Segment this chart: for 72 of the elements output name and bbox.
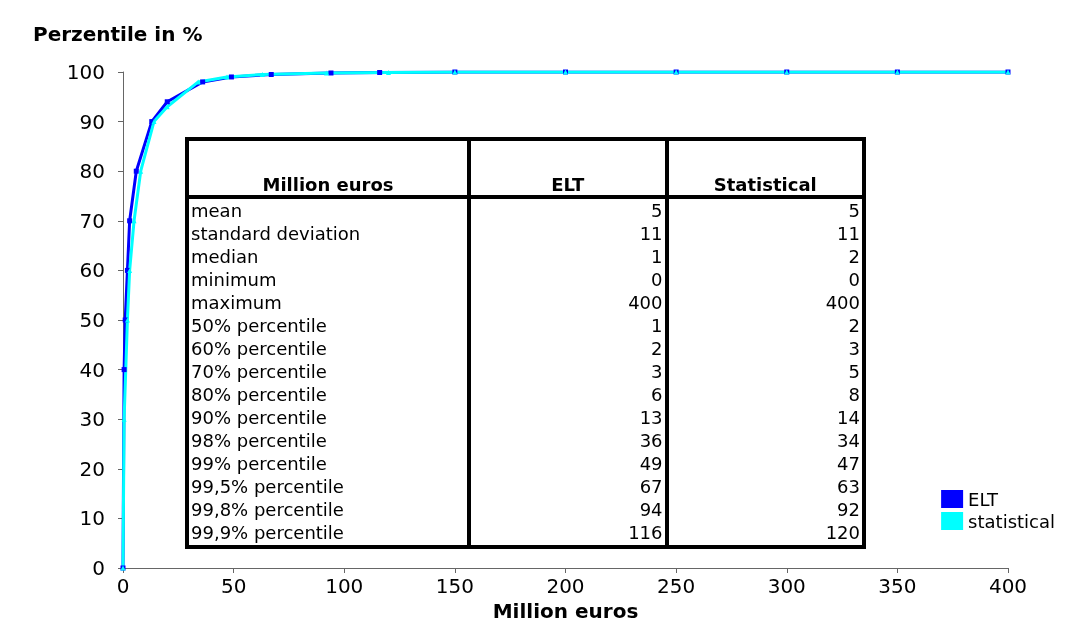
category-label: 80% percentile [187, 383, 470, 407]
y-tick-label: 20 [79, 456, 105, 481]
data-label: 63 [666, 475, 864, 499]
y-tick-label: 70 [79, 208, 105, 233]
data-label: 36 [469, 429, 667, 453]
category-label: 99,5% percentile [187, 475, 470, 499]
text: Million euros [187, 139, 470, 197]
x-tick-label: 50 [220, 574, 247, 598]
data-label: 5 [666, 360, 864, 384]
data-label: 116 [469, 521, 667, 547]
series-label: ELT [469, 139, 667, 197]
data-label: 3 [469, 360, 667, 384]
category-label: 99,8% percentile [187, 498, 470, 522]
x-tick-label: 300 [767, 574, 806, 598]
data-label: 13 [469, 406, 667, 430]
x-tick-label: 400 [988, 574, 1028, 598]
data-label: 8 [666, 383, 864, 407]
data-label: 11 [666, 222, 864, 246]
data-label: 92 [666, 498, 864, 522]
category-label: 50% percentile [187, 314, 470, 338]
data-label: 1 [469, 314, 667, 338]
data-label: 400 [469, 291, 667, 315]
x-tick-label: 200 [546, 574, 585, 598]
category-label: minimum [187, 268, 470, 292]
y-axis-title: Perzentile in % [33, 22, 203, 46]
data-label: 14 [666, 406, 864, 430]
text: Statistical [666, 139, 864, 197]
data-label: 2 [469, 337, 667, 361]
x-tick-label: 250 [657, 574, 696, 598]
category-label: median [187, 245, 470, 269]
y-tick-label: 50 [79, 308, 105, 332]
data-label: 5 [469, 197, 667, 223]
data-label: 120 [666, 521, 864, 547]
category-label: 98% percentile [187, 429, 470, 453]
data-label: 6 [469, 383, 667, 407]
data-label: 11 [469, 222, 667, 246]
data-label: 0 [469, 268, 667, 292]
y-tick-label: 30 [79, 407, 105, 432]
y-tick-label: 90 [79, 109, 105, 134]
data-label: 400 [666, 291, 864, 315]
category-label: mean [187, 197, 470, 223]
data-label: 67 [469, 475, 667, 499]
x-tick-label: 0 [116, 574, 130, 598]
category-label: 90% percentile [187, 406, 470, 430]
data-label: 0 [666, 268, 864, 292]
y-tick-label: 0 [92, 556, 105, 580]
data-label: 47 [666, 452, 864, 476]
y-tick-label: 40 [79, 357, 105, 382]
y-tick-label: 10 [79, 506, 105, 531]
x-tick-label: 150 [435, 574, 474, 598]
category-label: 60% percentile [187, 337, 470, 361]
x-axis-title: Million euros [492, 598, 639, 623]
category-label: 70% percentile [187, 360, 470, 384]
data-label: 5 [666, 197, 864, 223]
y-tick-label: 60 [79, 258, 105, 283]
data-label: 3 [666, 337, 864, 361]
data-label: 49 [469, 452, 667, 476]
data-label: 2 [666, 245, 864, 269]
data-label: 34 [666, 429, 864, 453]
category-label: maximum [187, 291, 470, 315]
legend-label: ELT [968, 488, 1000, 510]
category-label: 99,9% percentile [187, 521, 470, 547]
legend-label: statistical [968, 510, 1055, 532]
x-tick-label: 100 [325, 574, 364, 598]
data-label: 1 [469, 245, 667, 269]
y-tick-label: 80 [79, 159, 105, 184]
y-tick-label: 100 [66, 60, 105, 84]
data-label: 94 [469, 498, 667, 522]
category-label: 99% percentile [187, 452, 470, 476]
category-label: standard deviation [187, 222, 470, 246]
data-label: 2 [666, 314, 864, 338]
x-tick-label: 350 [878, 574, 917, 598]
